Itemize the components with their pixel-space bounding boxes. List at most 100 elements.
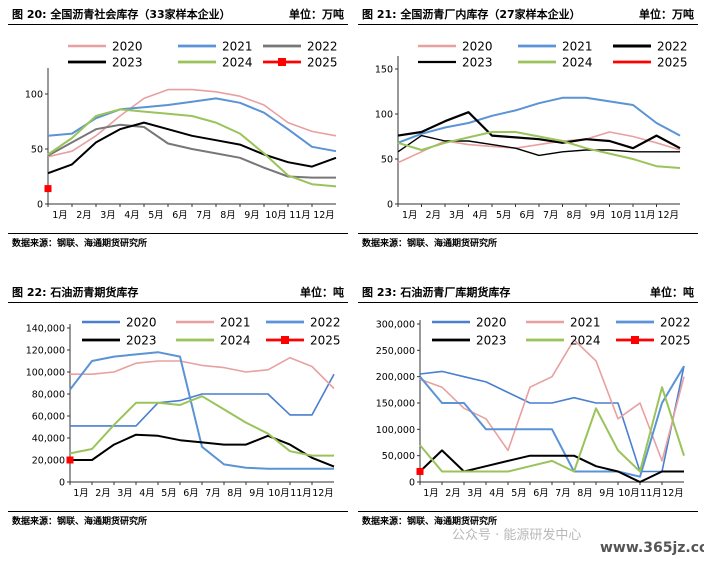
series-point-2025 (44, 185, 52, 193)
series-point-2025 (416, 467, 424, 475)
series-line-2020 (47, 88, 337, 158)
legend-label-2021: 2021 (562, 40, 593, 54)
legend-label-2024: 2024 (562, 56, 593, 70)
chart-source: 数据来源：钢联、海通期货研究所 (12, 239, 148, 249)
y-tick-label: 80,000 (32, 390, 65, 401)
y-tick-label: 120,000 (26, 346, 65, 357)
chart-title: 图 20: 全国沥青社会库存（33家样本企业） (12, 8, 231, 21)
series-line-2022 (419, 365, 685, 478)
x-tick-label: 5月 (511, 488, 527, 499)
chart-panel-social-inventory: 图 20: 全国沥青社会库存（33家样本企业） 单位：万吨 0 50 100 1月 2月… (8, 0, 348, 270)
x-tick-label: 7月 (555, 488, 571, 499)
x-tick-label: 9月 (249, 488, 265, 499)
series-point-2025 (66, 456, 74, 464)
legend-label-2023: 2023 (112, 56, 143, 70)
series-line-2020 (70, 373, 335, 427)
x-tick-label: 8月 (227, 488, 243, 499)
legend-label-2022: 2022 (310, 316, 341, 330)
chart-title: 图 23: 石油沥青厂库期货库存 (362, 286, 511, 299)
line-chart: 0 50 100 150 1月 2月 3月 4月 5月 6月 7月 8月 9月 10月 11月 12月 2020… (375, 40, 688, 222)
chart-unit: 单位：吨 (650, 286, 694, 299)
x-tick-label: 9月 (590, 210, 606, 221)
legend-label-2021: 2021 (570, 316, 601, 330)
series-line-2024 (69, 395, 334, 457)
x-tick-label: 2月 (95, 488, 111, 499)
legend-label-2023: 2023 (476, 334, 507, 348)
series-line-2021 (47, 97, 337, 153)
series-line-2024 (419, 386, 685, 473)
chart-panel-futures-inventory: 图 22: 石油沥青期货库存 单位：吨 0 20,000 40,000 60,000 8… (8, 278, 348, 548)
x-tick-label: 2月 (76, 210, 92, 221)
y-tick-label: 300,000 (376, 320, 415, 331)
x-tick-label: 9月 (244, 210, 260, 221)
chart-source: 数据来源：钢联、海通期货研究所 (12, 517, 148, 527)
x-tick-label: 3月 (449, 210, 465, 221)
x-tick-label: 1月 (73, 488, 89, 499)
title-rule (8, 302, 348, 303)
legend-label-2025: 2025 (310, 334, 341, 348)
x-tick-label: 1月 (402, 210, 418, 221)
y-tick-label: 50 (381, 155, 393, 166)
series-line-2022 (69, 351, 334, 470)
legend-label-2022: 2022 (307, 40, 338, 54)
legend-label-2024: 2024 (220, 334, 251, 348)
x-tick-label: 12月 (312, 488, 334, 499)
x-tick-label: 12月 (662, 488, 684, 499)
y-tick-label: 150 (375, 65, 393, 76)
x-tick-label: 3月 (100, 210, 116, 221)
x-tick-label: 4月 (124, 210, 140, 221)
legend-label-2023: 2023 (126, 334, 157, 348)
source-rule (358, 511, 698, 512)
legend-label-2025: 2025 (660, 334, 691, 348)
x-tick-label: 6月 (533, 488, 549, 499)
legend-label-2020: 2020 (126, 316, 157, 330)
site-url: www.365jz.com (600, 540, 704, 556)
y-tick-label: 250,000 (376, 346, 415, 357)
x-tick-label: 5月 (148, 210, 164, 221)
legend-label-2025: 2025 (307, 56, 338, 70)
x-tick-label: 11月 (634, 210, 656, 221)
y-tick-label: 140,000 (26, 324, 65, 335)
legend-label-2020: 2020 (476, 316, 507, 330)
legend-label-2022: 2022 (660, 316, 691, 330)
x-tick-label: 11月 (289, 210, 311, 221)
series-line-2024 (47, 108, 337, 188)
legend-marker-2025 (281, 336, 289, 344)
legend-label-2020: 2020 (112, 40, 143, 54)
x-tick-label: 2月 (445, 488, 461, 499)
x-tick-label: 8月 (220, 210, 236, 221)
y-tick-label: 150,000 (376, 399, 415, 410)
y-tick-label: 100 (375, 110, 393, 121)
watermark-text: 公众号 · 能源研发中心 (452, 528, 582, 543)
series-line-2024 (397, 131, 681, 169)
x-tick-label: 8月 (566, 210, 582, 221)
source-rule (8, 511, 348, 512)
x-tick-label: 6月 (183, 488, 199, 499)
x-tick-label: 6月 (519, 210, 535, 221)
x-tick-label: 1月 (52, 210, 68, 221)
chart-unit: 单位：万吨 (639, 8, 694, 21)
y-tick-label: 0 (37, 200, 43, 211)
x-tick-label: 2月 (425, 210, 441, 221)
y-tick-label: 50 (31, 145, 43, 156)
y-tick-label: 100,000 (26, 368, 65, 379)
x-tick-label: 1月 (423, 488, 439, 499)
x-tick-label: 4月 (472, 210, 488, 221)
chart-source: 数据来源：钢联、海通期货研究所 (362, 239, 498, 249)
legend-label-2022: 2022 (657, 40, 688, 54)
y-tick-label: 100 (25, 90, 43, 101)
x-tick-label: 7月 (205, 488, 221, 499)
x-tick-label: 11月 (290, 488, 312, 499)
x-tick-label: 5月 (161, 488, 177, 499)
x-tick-label: 3月 (117, 488, 133, 499)
chart-unit: 单位：万吨 (289, 8, 344, 21)
x-tick-label: 4月 (139, 488, 155, 499)
series-line-2023 (70, 433, 335, 468)
x-tick-label: 7月 (196, 210, 212, 221)
line-chart: 0 50,000 100,000 150,000 200,000 250,000 300,0… (376, 316, 691, 500)
x-tick-label: 10月 (268, 488, 290, 499)
x-tick-label: 12月 (313, 210, 335, 221)
x-tick-label: 11月 (640, 488, 662, 499)
x-tick-label: 9月 (599, 488, 615, 499)
x-tick-label: 10月 (265, 210, 287, 221)
